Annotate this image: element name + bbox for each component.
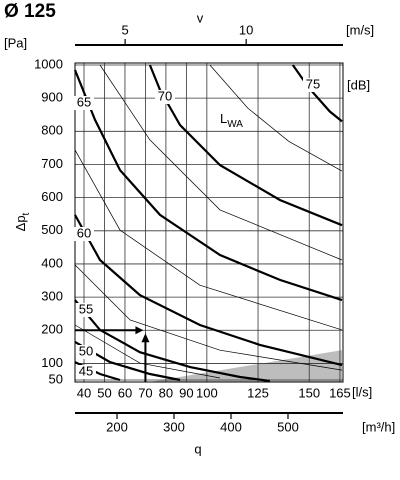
top-axis-unit: [m/s] bbox=[346, 22, 374, 37]
y-tick-label: 1000 bbox=[34, 56, 63, 71]
contour-line bbox=[148, 64, 343, 227]
y-tick-label: 500 bbox=[41, 222, 63, 237]
example-arrowhead-h bbox=[135, 326, 144, 335]
contour-line-minor bbox=[99, 64, 343, 261]
x-tick-label: 100 bbox=[196, 385, 218, 400]
y-tick-label: 100 bbox=[41, 355, 63, 370]
x2-unit: [m³/h] bbox=[362, 419, 395, 434]
top-tick-label: 10 bbox=[239, 22, 253, 37]
y-tick-label: 800 bbox=[41, 123, 63, 138]
sound-label-sub: WA bbox=[227, 119, 243, 130]
x2-tick-label: 300 bbox=[163, 419, 185, 434]
contour-label: 50 bbox=[79, 343, 93, 358]
x-tick-label: 50 bbox=[97, 385, 111, 400]
y-tick-label: 200 bbox=[41, 322, 63, 337]
plot-frame bbox=[74, 62, 344, 383]
contour-line bbox=[73, 69, 343, 302]
y-tick-label: 700 bbox=[41, 156, 63, 171]
contour-label: 45 bbox=[79, 363, 93, 378]
contour-label: 70 bbox=[158, 88, 172, 103]
contour-label-bg bbox=[155, 90, 175, 104]
example-arrowhead-v bbox=[141, 333, 150, 343]
y-label-sub: t bbox=[21, 212, 32, 215]
y-tick-label: 50 bbox=[49, 371, 63, 386]
contour-label-bg bbox=[303, 78, 323, 92]
contour-label-bg bbox=[76, 365, 96, 379]
contour-line-minor bbox=[74, 149, 343, 331]
x-tick-label: 70 bbox=[138, 385, 152, 400]
y-tick-label: 900 bbox=[41, 90, 63, 105]
contour-line bbox=[74, 214, 343, 367]
sound-unit: [dB] bbox=[347, 77, 370, 92]
x-tick-label: 165 bbox=[329, 385, 351, 400]
shaded-area bbox=[149, 350, 342, 382]
y-unit: [Pa] bbox=[4, 35, 27, 50]
contour-line-minor bbox=[209, 64, 343, 172]
x-label: q bbox=[194, 441, 201, 456]
y-tick-label: 300 bbox=[41, 289, 63, 304]
contour-label-bg bbox=[74, 227, 94, 241]
x-tick-label: 80 bbox=[159, 385, 173, 400]
x2-tick-label: 400 bbox=[220, 419, 242, 434]
contour-label: 60 bbox=[77, 225, 91, 240]
contour-label: 75 bbox=[306, 76, 320, 91]
contour-line-minor bbox=[74, 324, 221, 379]
x2-tick-label: 200 bbox=[106, 419, 128, 434]
x2-tick-label: 500 bbox=[277, 419, 299, 434]
top-tick-label: 5 bbox=[121, 22, 128, 37]
contour-line bbox=[291, 64, 343, 123]
y-label: Δpt bbox=[13, 212, 31, 231]
contour-line bbox=[74, 299, 271, 383]
y-label-main: Δp bbox=[13, 215, 28, 231]
contour-label: 55 bbox=[79, 301, 93, 316]
top-axis-label: v bbox=[197, 10, 204, 25]
x-tick-label: 90 bbox=[179, 385, 193, 400]
contour-label-bg bbox=[76, 303, 96, 317]
x-tick-label: 150 bbox=[298, 385, 320, 400]
y-tick-label: 400 bbox=[41, 255, 63, 270]
chart-title: Ø 125 bbox=[4, 1, 56, 22]
contour-label-bg bbox=[74, 96, 94, 110]
sound-label-main: L bbox=[220, 111, 227, 126]
x-unit: [l/s] bbox=[352, 384, 372, 399]
y-tick-label: 600 bbox=[41, 189, 63, 204]
x-tick-label: 125 bbox=[247, 385, 269, 400]
x-tick-label: 60 bbox=[118, 385, 132, 400]
sound-label: LWA bbox=[220, 111, 243, 129]
contour-line-minor bbox=[74, 264, 343, 371]
contour-label: 65 bbox=[77, 94, 91, 109]
x-tick-label: 40 bbox=[77, 385, 91, 400]
contour-label-bg bbox=[76, 345, 96, 359]
